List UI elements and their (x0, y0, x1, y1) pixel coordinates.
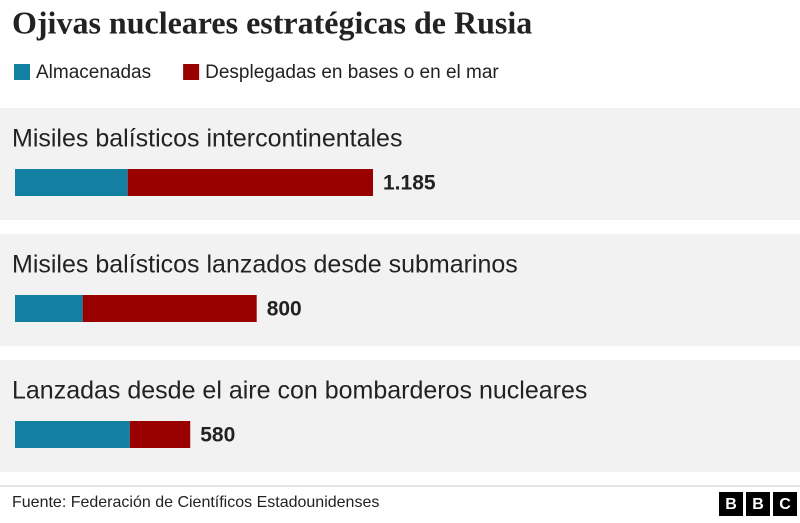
panel (0, 108, 800, 220)
category-label: Lanzadas desde el aire con bombarderos n… (12, 377, 587, 405)
legend-label: Desplegadas en bases o en el mar (205, 62, 499, 83)
logo-letter: B (752, 496, 764, 513)
legend-swatch (14, 64, 30, 80)
bar-segment (15, 295, 83, 322)
bar-segment (129, 421, 191, 448)
bar-segment (15, 169, 128, 196)
legend-label: Almacenadas (36, 62, 151, 83)
logo-letter: B (725, 496, 737, 513)
category-label: Misiles balísticos lanzados desde submar… (12, 251, 518, 279)
source: Fuente: Federación de Científicos Estado… (12, 494, 379, 511)
chart-title: Ojivas nucleares estratégicas de Rusia (12, 4, 532, 40)
bar-segment (127, 169, 373, 196)
logo-letter: C (779, 496, 791, 513)
total-label: 800 (267, 298, 302, 321)
logo-box (773, 492, 797, 516)
panel (0, 234, 800, 346)
logo-box (719, 492, 743, 516)
logo-box (746, 492, 770, 516)
legend-swatch (183, 64, 200, 80)
bar-segment (82, 295, 257, 322)
total-label: 1.185 (383, 172, 436, 195)
bar-segment (15, 421, 130, 448)
category-label: Misiles balísticos intercontinentales (12, 125, 402, 153)
panel (0, 360, 800, 472)
total-label: 580 (200, 424, 235, 447)
